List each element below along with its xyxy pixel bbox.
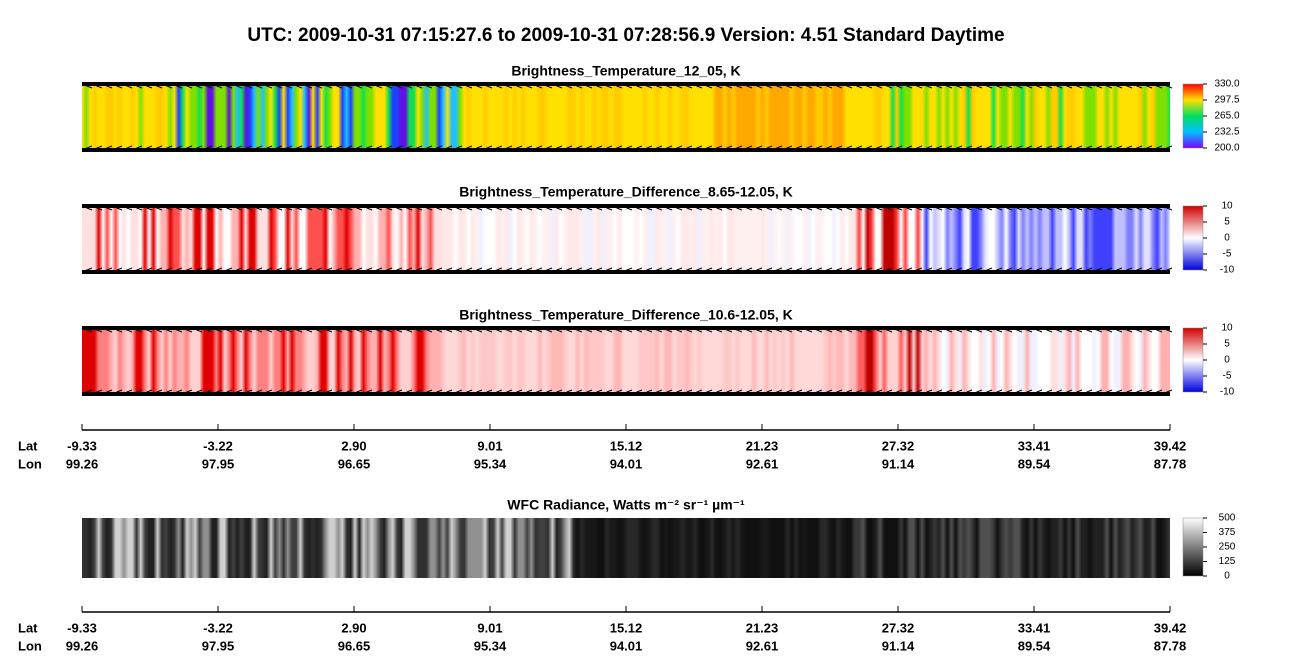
swath-image	[82, 328, 1170, 394]
lon-tick-label: 99.26	[66, 456, 99, 471]
colorbar	[1182, 327, 1204, 393]
colorbar-label: 10	[1221, 201, 1233, 212]
colorbar-label: -10	[1220, 387, 1235, 398]
lat-tick-label: 15.12	[610, 438, 643, 453]
lat-tick-label: 9.01	[477, 620, 502, 635]
lat-tick-label: 2.90	[341, 438, 366, 453]
colorbar-label: -5	[1223, 249, 1232, 260]
colorbar-label: 125	[1219, 556, 1236, 567]
colorbar-label: 500	[1219, 513, 1236, 524]
colorbar-label: 297.5	[1214, 95, 1239, 106]
colorbar-label: 0	[1224, 233, 1230, 244]
colorbar-label: -10	[1220, 265, 1235, 276]
colorbar-label: 250	[1219, 542, 1236, 553]
lon-tick-label: 92.61	[746, 638, 779, 653]
swath-image	[82, 518, 1170, 578]
lat-tick-label: 39.42	[1154, 438, 1187, 453]
colorbar	[1182, 205, 1204, 271]
lon-label: Lon	[18, 638, 42, 653]
lon-tick-label: 96.65	[338, 456, 371, 471]
lon-tick-label: 91.14	[882, 456, 915, 471]
lat-tick-label: 9.01	[477, 438, 502, 453]
swath-edge-teeth	[81, 205, 1173, 211]
swath-image	[82, 206, 1170, 272]
colorbar-label: 265.0	[1214, 111, 1239, 122]
swath-edge-teeth	[81, 327, 1173, 333]
lat-tick-label: 33.41	[1018, 620, 1051, 635]
colorbar-label: 5	[1224, 339, 1230, 350]
lat-tick-label: 21.23	[746, 438, 779, 453]
colorbar-label: 0	[1224, 571, 1230, 582]
lon-tick-label: 89.54	[1018, 638, 1051, 653]
colorbar-label: 0	[1224, 355, 1230, 366]
lon-tick-label: 87.78	[1154, 456, 1187, 471]
lat-tick-label: 27.32	[882, 620, 915, 635]
lat-label: Lat	[18, 438, 38, 453]
colorbar-label: 375	[1219, 527, 1236, 538]
lon-tick-label: 96.65	[338, 638, 371, 653]
lon-tick-label: 95.34	[474, 638, 507, 653]
lat-tick-label: 21.23	[746, 620, 779, 635]
colorbar-label: 200.0	[1214, 143, 1239, 154]
lon-tick-label: 95.34	[474, 456, 507, 471]
colorbar-label: 330.0	[1214, 79, 1239, 90]
panel-title: Brightness_Temperature_Difference_10.6-1…	[459, 307, 793, 323]
swath-edge-teeth	[81, 389, 1173, 395]
lat-tick-label: 15.12	[610, 620, 643, 635]
lat-tick-label: -3.22	[203, 620, 233, 635]
lon-tick-label: 92.61	[746, 456, 779, 471]
colorbar-label: -5	[1223, 371, 1232, 382]
colorbar-label: 10	[1221, 323, 1233, 334]
lat-label: Lat	[18, 620, 38, 635]
swath-edge	[82, 270, 1170, 274]
swath-edge	[82, 148, 1170, 152]
lon-tick-label: 99.26	[66, 638, 99, 653]
swath-edge	[82, 204, 1170, 208]
swath-edge	[82, 82, 1170, 86]
lon-tick-label: 94.01	[610, 456, 643, 471]
lon-tick-label: 91.14	[882, 638, 915, 653]
colorbar	[1182, 83, 1204, 149]
lat-tick-label: 33.41	[1018, 438, 1051, 453]
colorbar-label: 5	[1224, 217, 1230, 228]
panel-title: Brightness_Temperature_Difference_8.65-1…	[459, 184, 793, 200]
swath-edge	[82, 392, 1170, 396]
lon-tick-label: 97.95	[202, 456, 235, 471]
lon-tick-label: 89.54	[1018, 456, 1051, 471]
lon-tick-label: 97.95	[202, 638, 235, 653]
panel-title: Brightness_Temperature_12_05, K	[511, 63, 740, 79]
swath-edge-teeth	[81, 83, 1173, 89]
swath-edge-teeth	[81, 267, 1173, 273]
lat-tick-label: -9.33	[67, 438, 97, 453]
lat-tick-label: -9.33	[67, 620, 97, 635]
lon-tick-label: 87.78	[1154, 638, 1187, 653]
swath-edge	[82, 326, 1170, 330]
lon-tick-label: 94.01	[610, 638, 643, 653]
colorbar	[1182, 517, 1204, 577]
lat-tick-label: 27.32	[882, 438, 915, 453]
lat-tick-label: 39.42	[1154, 620, 1187, 635]
colorbar-label: 232.5	[1214, 127, 1239, 138]
lat-tick-label: 2.90	[341, 620, 366, 635]
panel-title: WFC Radiance, Watts m⁻² sr⁻¹ µm⁻¹	[507, 497, 745, 513]
swath-image	[82, 84, 1170, 150]
swath-edge-teeth	[81, 145, 1173, 151]
page-title: UTC: 2009-10-31 07:15:27.6 to 2009-10-31…	[247, 25, 1004, 46]
lon-label: Lon	[18, 456, 42, 471]
lat-tick-label: -3.22	[203, 438, 233, 453]
